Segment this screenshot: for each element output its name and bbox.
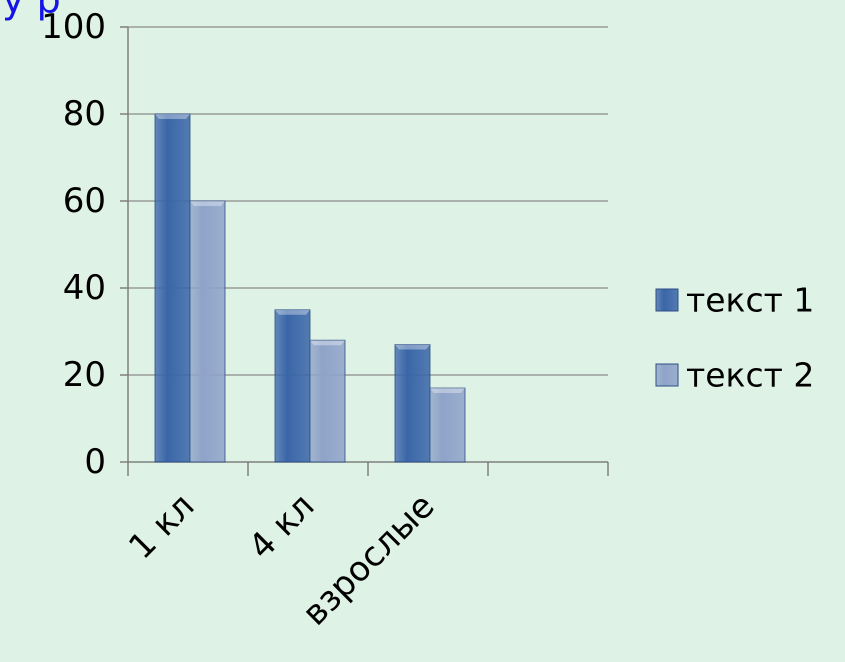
- bar-top-bevel: [430, 388, 465, 394]
- legend-item-1: текст 1: [655, 281, 814, 320]
- x-tick-label-2: взрослые: [295, 486, 443, 634]
- y-tick-label-80: 80: [63, 94, 106, 134]
- bar-body: [154, 113, 191, 463]
- legend-swatch: [655, 288, 679, 312]
- gridlines: [128, 26, 608, 376]
- legend-label: текст 2: [686, 356, 814, 395]
- chart-title-fragment: у р: [2, 0, 61, 22]
- x-tick-label-1: 4 кл: [241, 486, 322, 567]
- bar-2-0: [189, 200, 226, 463]
- bar-top-bevel: [310, 340, 345, 346]
- bar-top-bevel: [155, 114, 190, 119]
- legend-swatch: [655, 363, 679, 387]
- bar-body: [309, 339, 346, 463]
- bar-body: [189, 200, 226, 463]
- legend-label: текст 1: [686, 281, 814, 320]
- y-tick-label-20: 20: [63, 355, 106, 395]
- bars: [154, 113, 466, 463]
- y-tick-label-40: 40: [63, 268, 106, 308]
- bar-1-1: [274, 309, 311, 463]
- bar-1-0: [154, 113, 191, 463]
- bar-2-1: [309, 339, 346, 463]
- bar-1-2: [394, 344, 431, 463]
- bar-body: [429, 387, 466, 463]
- bar-top-bevel: [275, 309, 310, 315]
- legend: текст 1 текст 2: [655, 281, 814, 395]
- y-tick-label-0: 0: [84, 442, 106, 482]
- bar-body: [274, 309, 311, 463]
- legend-item-2: текст 2: [655, 356, 814, 395]
- y-tick-label-60: 60: [63, 181, 106, 221]
- x-tick-label-0: 1 кл: [121, 486, 202, 567]
- bar-top-bevel: [395, 344, 430, 350]
- bar-top-bevel: [190, 201, 225, 206]
- bar-body: [394, 344, 431, 463]
- y-tick-label-100: 100: [41, 7, 106, 47]
- bar-2-2: [429, 387, 466, 463]
